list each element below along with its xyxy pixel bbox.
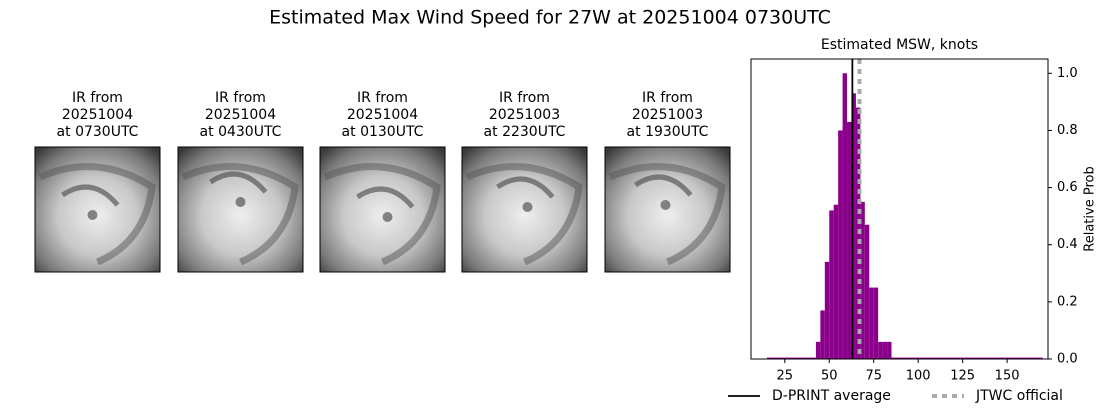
- bar: [869, 287, 874, 359]
- panel-title: at 2230UTC: [484, 124, 566, 140]
- bar: [815, 341, 821, 359]
- storm-eye: [382, 212, 393, 222]
- storm-eye: [660, 200, 671, 210]
- panel-title: 20251003: [632, 107, 703, 123]
- cloud-band: [181, 163, 299, 266]
- image-frame: [461, 146, 588, 273]
- bar: [824, 261, 830, 359]
- panel-title: IR from: [215, 90, 266, 106]
- bar: [882, 341, 888, 359]
- legend-label: D-PRINT average: [772, 388, 891, 404]
- cloud-band: [465, 163, 583, 266]
- bar: [851, 93, 856, 360]
- x-tick-label: 150: [995, 369, 1020, 384]
- y-axis-label: Relative Prob: [1083, 166, 1098, 251]
- bar: [767, 357, 816, 359]
- storm-eye: [87, 210, 98, 220]
- cloud-band: [608, 163, 726, 266]
- histogram-chart: Estimated MSW, knots 25 50 75 100 125 150 0.0 0.…: [728, 37, 1098, 404]
- y-tick-label: 0.2: [1057, 294, 1078, 309]
- panel-title: IR from: [499, 90, 550, 106]
- panel-title: at 0730UTC: [57, 124, 139, 140]
- y-tick-label: 0.8: [1057, 123, 1078, 138]
- panel-title: at 0130UTC: [342, 124, 424, 140]
- panel-title: IR from: [642, 90, 693, 106]
- bar: [895, 357, 1043, 359]
- panel-title: 20251004: [62, 107, 133, 123]
- cloud-band: [38, 163, 156, 266]
- panel-title: IR from: [357, 90, 408, 106]
- y-tick-label: 0.0: [1057, 352, 1078, 367]
- x-tick-label: 50: [821, 369, 838, 384]
- y-tick-label: 1.0: [1057, 66, 1078, 81]
- bar: [891, 357, 896, 359]
- cloud-band: [634, 174, 693, 197]
- image-frame: [319, 146, 446, 273]
- cloud-band: [61, 184, 120, 207]
- bar: [864, 224, 870, 359]
- x-tick-label: 75: [865, 369, 882, 384]
- cloud-band: [496, 176, 555, 199]
- axes-title: Estimated MSW, knots: [821, 37, 978, 53]
- bar: [847, 121, 852, 359]
- storm-eye: [522, 202, 533, 212]
- storm-eye: [235, 197, 246, 207]
- axes-frame: [750, 58, 1049, 360]
- bar: [833, 204, 839, 359]
- legend-label: JTWC official: [975, 388, 1063, 404]
- y-tick-label: 0.4: [1057, 237, 1078, 252]
- bar: [873, 287, 879, 359]
- image-frame: [177, 146, 304, 273]
- panel-title: at 1930UTC: [627, 124, 709, 140]
- bar: [838, 130, 843, 359]
- panel-title: IR from: [72, 90, 123, 106]
- bar: [820, 310, 825, 359]
- image-frame: [34, 146, 161, 273]
- figure-title: Estimated Max Wind Speed for 27W at 2025…: [269, 7, 831, 29]
- panel-title: 20251004: [205, 107, 276, 123]
- bar: [878, 341, 883, 359]
- panel-title: 20251004: [347, 107, 418, 123]
- cloud-band: [323, 163, 441, 266]
- image-frame: [604, 146, 731, 273]
- x-tick-label: 25: [777, 369, 794, 384]
- bar: [842, 73, 848, 360]
- panel-title: 20251003: [489, 107, 560, 123]
- x-tick-label: 100: [906, 369, 931, 384]
- y-tick-label: 0.6: [1057, 180, 1078, 195]
- cloud-band: [356, 186, 415, 209]
- bar: [887, 341, 892, 359]
- bar: [860, 201, 865, 359]
- bar: [829, 210, 834, 359]
- cloud-band: [209, 171, 268, 194]
- panel-title: at 0430UTC: [200, 124, 282, 140]
- x-tick-label: 125: [950, 369, 975, 384]
